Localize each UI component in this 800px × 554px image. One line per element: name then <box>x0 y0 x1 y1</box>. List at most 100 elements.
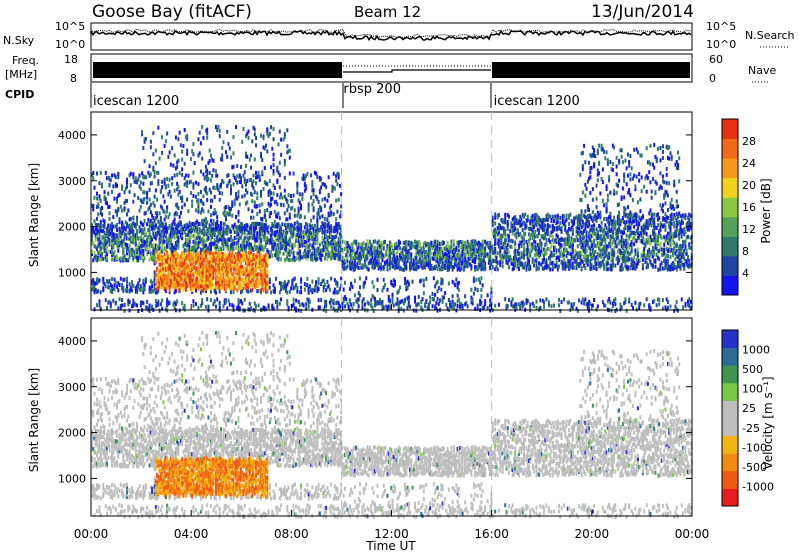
power-point <box>292 254 295 259</box>
power-point <box>203 268 206 273</box>
power-point <box>189 235 192 240</box>
power-point <box>261 273 264 278</box>
power-point <box>297 238 300 243</box>
power-point <box>108 182 111 187</box>
power-point <box>212 168 215 173</box>
power-point <box>295 233 298 238</box>
power-point <box>470 264 473 269</box>
power-point <box>243 227 246 232</box>
power-point <box>148 224 151 229</box>
power-point <box>176 260 179 265</box>
power-point <box>184 256 187 261</box>
power-point <box>111 173 114 178</box>
power-point <box>246 273 249 278</box>
power-point <box>303 225 306 230</box>
power-point <box>236 253 239 258</box>
power-point <box>241 264 244 269</box>
power-point <box>336 230 339 235</box>
power-point <box>171 231 174 236</box>
power-point <box>211 222 214 227</box>
power-point <box>291 205 294 210</box>
power-point <box>163 256 166 261</box>
power-point <box>228 251 231 256</box>
power-point <box>152 257 155 262</box>
power-point <box>262 271 265 276</box>
power-point <box>280 202 283 207</box>
power-point <box>266 258 269 263</box>
power-point <box>121 231 124 236</box>
power-point <box>227 264 230 269</box>
power-point <box>241 245 244 250</box>
power-point <box>236 240 239 245</box>
power-point <box>184 287 187 292</box>
power-point <box>300 239 303 244</box>
power-point <box>237 190 240 195</box>
power-point <box>104 257 107 262</box>
power-point <box>228 212 231 217</box>
power-point <box>153 194 156 199</box>
power-point <box>232 275 235 280</box>
power-point <box>252 233 255 238</box>
power-point <box>191 255 194 260</box>
power-point <box>97 229 100 234</box>
power-point <box>202 209 205 214</box>
power-point <box>176 212 179 217</box>
power-point <box>245 256 248 261</box>
power-point <box>203 244 206 249</box>
power-point <box>148 187 151 192</box>
power-point <box>480 288 483 293</box>
power-point <box>121 286 124 291</box>
power-point <box>168 258 171 263</box>
power-point <box>106 229 109 234</box>
power-point <box>333 256 336 261</box>
power-point <box>255 283 258 288</box>
power-point <box>253 285 256 290</box>
power-point <box>162 241 165 246</box>
power-point <box>218 128 221 133</box>
power-point <box>287 241 290 246</box>
power-point <box>497 213 500 218</box>
power-point <box>261 247 264 252</box>
power-point <box>167 226 170 231</box>
power-point <box>253 221 256 226</box>
power-point <box>162 233 165 238</box>
power-point <box>202 226 205 231</box>
power-point <box>136 235 139 240</box>
power-point <box>158 221 161 226</box>
power-point <box>255 244 258 249</box>
power-point <box>237 276 240 281</box>
power-point <box>219 237 222 242</box>
power-point <box>128 288 131 293</box>
power-point <box>194 225 197 230</box>
power-point <box>305 230 308 235</box>
power-point <box>181 149 184 154</box>
power-point <box>201 267 204 272</box>
power-point <box>316 226 319 231</box>
power-point <box>199 272 202 277</box>
power-point <box>280 241 283 246</box>
power-point <box>266 235 269 240</box>
power-point <box>153 286 156 291</box>
power-point <box>156 253 159 258</box>
power-point <box>242 270 245 275</box>
power-point <box>241 270 244 275</box>
power-point <box>270 240 273 245</box>
power-point <box>237 247 240 252</box>
power-point <box>154 231 157 236</box>
power-point <box>127 208 130 213</box>
power-point <box>250 268 253 273</box>
power-point <box>221 251 224 256</box>
power-point <box>154 246 157 251</box>
power-point <box>183 161 186 166</box>
power-point <box>243 266 246 271</box>
power-point <box>283 211 286 216</box>
power-point <box>273 233 276 238</box>
power-point <box>315 253 318 258</box>
power-point <box>313 237 316 242</box>
power-point <box>104 233 107 238</box>
power-point <box>94 288 97 293</box>
power-point <box>358 285 361 290</box>
power-point <box>312 227 315 232</box>
power-point <box>114 255 117 260</box>
power-point <box>260 222 263 227</box>
